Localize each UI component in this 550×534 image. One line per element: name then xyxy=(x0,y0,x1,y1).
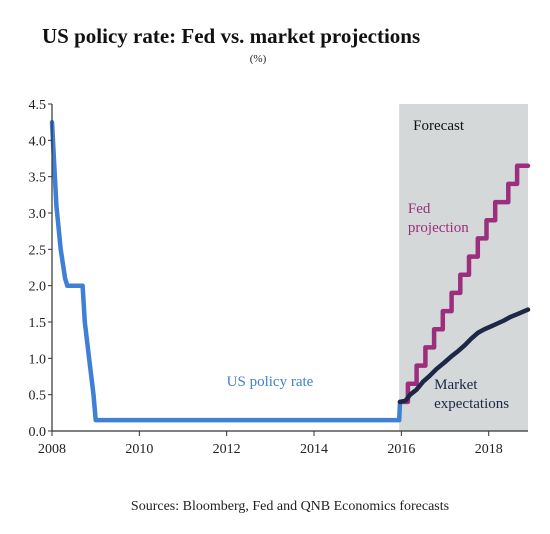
fed-series-line xyxy=(397,163,531,405)
forecast-label: Forecast xyxy=(413,118,465,134)
y-tick-label: 0.5 xyxy=(29,389,47,404)
x-tick-label: 2014 xyxy=(300,442,328,457)
x-tick-label: 2018 xyxy=(475,442,503,457)
source-note: Sources: Bloomberg, Fed and QNB Economic… xyxy=(131,499,449,514)
y-tick-label: 1.5 xyxy=(29,316,47,331)
market-annotation-line: expectations xyxy=(434,396,509,412)
y-tick-label: 3.0 xyxy=(29,207,47,222)
forecast-region xyxy=(399,104,528,431)
fed-annotation-line: projection xyxy=(408,220,469,236)
y-tick-label: 2.0 xyxy=(29,280,47,295)
policy-series-line xyxy=(49,119,403,423)
fed-annotation-line: Fed xyxy=(408,201,431,217)
chart-title: US policy rate: Fed vs. market projectio… xyxy=(42,24,420,48)
x-tick-label: 2010 xyxy=(125,442,153,457)
x-tick-label: 2008 xyxy=(38,442,66,457)
x-tick-label: 2012 xyxy=(213,442,241,457)
y-tick-label: 0.0 xyxy=(29,425,47,440)
y-tick-label: 3.5 xyxy=(29,171,47,186)
y-tick-label: 4.0 xyxy=(29,134,47,149)
y-tick-label: 2.5 xyxy=(29,243,47,258)
y-tick-label: 1.0 xyxy=(29,352,47,367)
market-series-line xyxy=(397,307,531,405)
x-tick-label: 2016 xyxy=(387,442,415,457)
y-tick-label: 4.5 xyxy=(29,98,47,113)
chart-subtitle: (%) xyxy=(250,53,267,65)
market-annotation-line: Market xyxy=(434,377,478,393)
policy-annotation: US policy rate xyxy=(227,374,314,390)
